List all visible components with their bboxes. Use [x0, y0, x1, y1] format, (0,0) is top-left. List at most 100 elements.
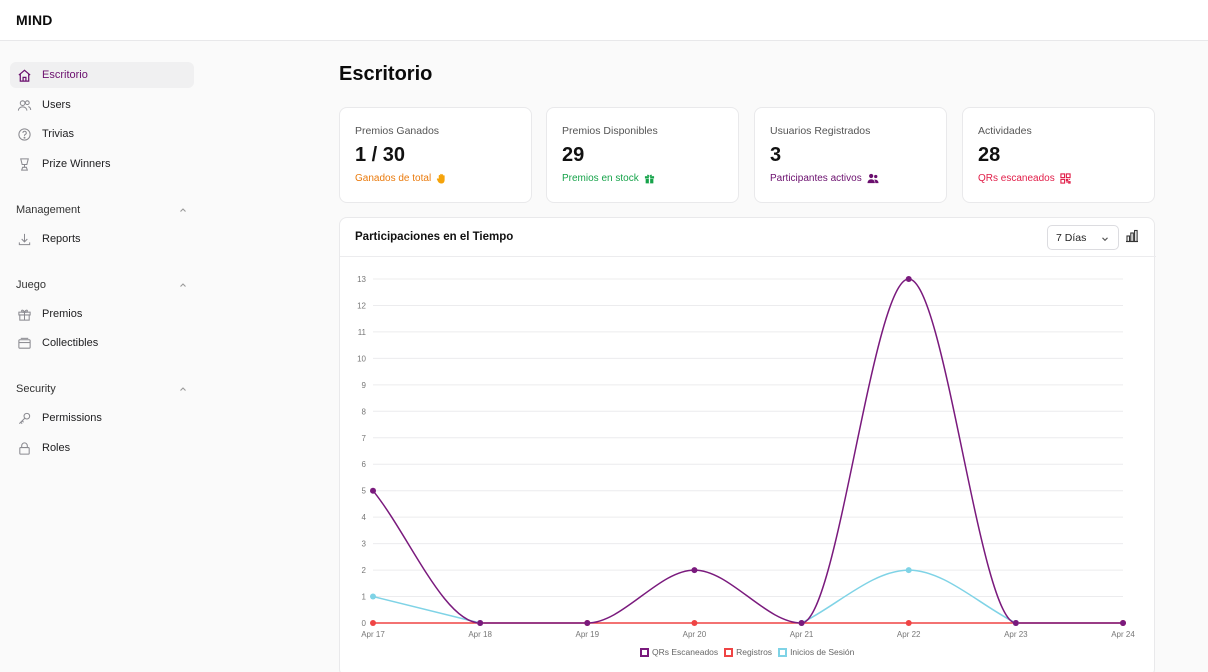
legend-swatch — [778, 647, 788, 657]
y-tick-label: 12 — [357, 301, 366, 310]
hand-icon — [436, 173, 447, 184]
top-bar: MIND — [0, 0, 1208, 41]
kpi-value: 28 — [978, 144, 1001, 166]
data-point[interactable] — [905, 620, 912, 626]
users-icon — [867, 173, 879, 184]
gift-icon — [16, 306, 32, 322]
x-tick-label: Apr 24 — [1111, 630, 1135, 639]
sidebar-item-roles[interactable]: Roles — [10, 435, 194, 461]
section-security-toggle[interactable]: Security — [16, 381, 188, 397]
sidebar-item-label: Reports — [42, 233, 81, 245]
kpi-sub: Ganados de total — [355, 173, 447, 184]
sidebar-item-label: Users — [42, 99, 71, 111]
kpi-card-premios-ganados: Premios Ganados 1 / 30 Ganados de total — [339, 107, 532, 203]
y-tick-label: 4 — [362, 513, 367, 522]
kpi-value: 29 — [562, 144, 585, 166]
y-tick-label: 1 — [362, 593, 367, 602]
section-management-toggle[interactable]: Management — [16, 202, 188, 218]
series-line — [372, 278, 1123, 624]
legend-label: Registros — [736, 647, 773, 657]
series-line — [372, 595, 481, 624]
x-tick-label: Apr 20 — [683, 630, 707, 639]
x-tick-label: Apr 21 — [790, 630, 814, 639]
sidebar-item-label: Permissions — [42, 412, 102, 424]
data-point[interactable] — [370, 487, 376, 494]
data-point[interactable] — [798, 620, 805, 626]
y-tick-label: 3 — [362, 540, 367, 549]
download-icon — [16, 231, 32, 247]
sidebar-item-label: Collectibles — [42, 337, 99, 349]
data-point[interactable] — [905, 567, 912, 574]
sidebar-item-label: Roles — [42, 442, 71, 454]
sidebar-item-reports[interactable]: Reports — [10, 226, 194, 252]
x-tick-label: Apr 17 — [361, 630, 385, 639]
kpi-sub-text: Premios en stock — [562, 173, 639, 184]
kpi-label: Premios Ganados — [355, 125, 440, 137]
legend-item-registros[interactable]: Registros — [724, 647, 772, 657]
section-label: Management — [16, 204, 81, 216]
legend-item-qrs[interactable]: QRs Escaneados — [640, 647, 718, 657]
data-point[interactable] — [370, 593, 376, 600]
kpi-sub-text: Participantes activos — [770, 173, 862, 184]
archive-icon — [16, 335, 32, 351]
x-tick-label: Apr 23 — [1004, 630, 1028, 639]
sidebar: Escritorio Users Trivias Prize Winners M… — [0, 42, 210, 672]
kpi-sub-text: QRs escaneados — [978, 173, 1055, 184]
users-icon — [16, 97, 32, 113]
sidebar-item-premios[interactable]: Premios — [10, 301, 194, 327]
data-point[interactable] — [691, 620, 698, 626]
page-title: Escritorio — [339, 63, 433, 85]
sidebar-item-trivias[interactable]: Trivias — [10, 121, 194, 147]
kpi-label: Usuarios Registrados — [770, 125, 871, 137]
y-tick-label: 7 — [362, 434, 367, 443]
sidebar-item-prize-winners[interactable]: Prize Winners — [10, 151, 194, 177]
y-tick-label: 6 — [362, 460, 367, 469]
x-tick-label: Apr 22 — [897, 630, 921, 639]
section-label: Security — [16, 383, 56, 395]
chart-header: Participaciones en el Tiempo 7 Días — [340, 218, 1156, 257]
y-tick-label: 10 — [357, 354, 366, 363]
gift-icon — [644, 173, 655, 184]
kpi-sub: QRs escaneados — [978, 173, 1071, 184]
key-icon — [16, 410, 32, 426]
range-select[interactable]: 7 Días — [1047, 225, 1119, 250]
sidebar-item-label: Trivias — [42, 128, 74, 140]
y-tick-label: 0 — [362, 619, 367, 628]
trophy-icon — [16, 156, 32, 172]
y-tick-label: 5 — [362, 487, 367, 496]
y-tick-label: 9 — [362, 381, 367, 390]
kpi-card-usuarios-registrados: Usuarios Registrados 3 Participantes act… — [754, 107, 947, 203]
sidebar-item-users[interactable]: Users — [10, 92, 194, 118]
kpi-sub: Participantes activos — [770, 173, 879, 184]
qr-code-icon — [1060, 173, 1071, 184]
data-point[interactable] — [584, 620, 591, 626]
kpi-value: 3 — [770, 144, 782, 166]
sidebar-item-label: Prize Winners — [42, 158, 111, 170]
kpi-label: Actividades — [978, 125, 1032, 137]
legend-item-inicios[interactable]: Inicios de Sesión — [778, 647, 854, 657]
data-point[interactable] — [1012, 620, 1019, 626]
sidebar-item-collectibles[interactable]: Collectibles — [10, 330, 194, 356]
sidebar-item-permissions[interactable]: Permissions — [10, 405, 194, 431]
section-label: Juego — [16, 279, 46, 291]
section-juego-toggle[interactable]: Juego — [16, 277, 188, 293]
kpi-card-premios-disponibles: Premios Disponibles 29 Premios en stock — [546, 107, 739, 203]
chart-legend: QRs Escaneados Registros Inicios de Sesi… — [640, 647, 854, 657]
sidebar-item-escritorio[interactable]: Escritorio — [10, 62, 194, 88]
data-point[interactable] — [691, 567, 698, 574]
legend-swatch — [724, 647, 734, 657]
legend-label: Inicios de Sesión — [790, 647, 855, 657]
data-point[interactable] — [905, 276, 912, 282]
legend-swatch — [640, 647, 649, 657]
sidebar-item-label: Premios — [42, 308, 83, 320]
question-circle-icon — [16, 126, 32, 142]
kpi-value: 1 / 30 — [355, 144, 406, 166]
data-point[interactable] — [477, 620, 484, 626]
app-logo[interactable]: MIND — [16, 12, 53, 28]
data-point[interactable] — [1120, 620, 1126, 626]
x-tick-label: Apr 19 — [575, 630, 599, 639]
bar-chart-icon[interactable] — [1125, 229, 1141, 245]
data-point[interactable] — [370, 620, 376, 626]
